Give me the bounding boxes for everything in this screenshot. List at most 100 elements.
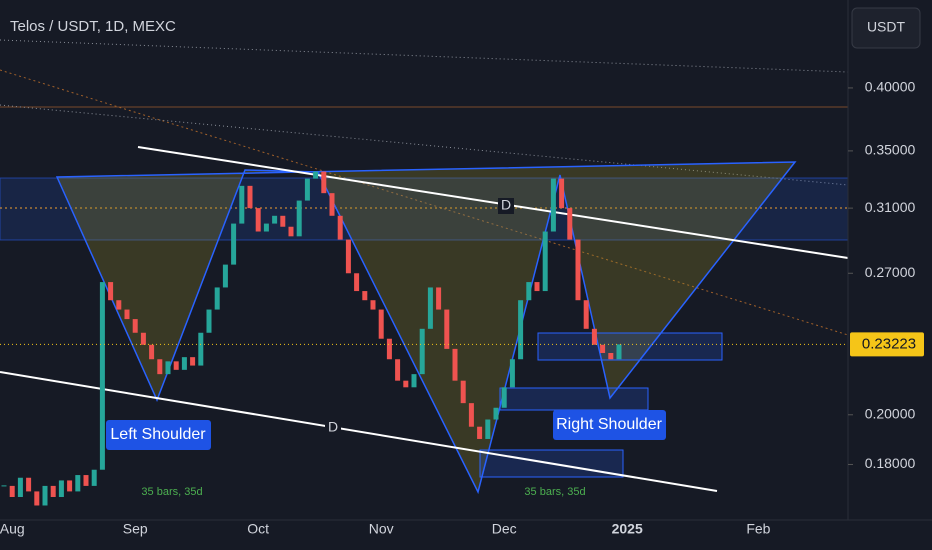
candle xyxy=(518,300,524,360)
candle xyxy=(304,178,310,201)
candle xyxy=(190,357,196,366)
neckline xyxy=(137,146,849,259)
candle xyxy=(17,477,23,497)
y-tick-label: 0.31000 xyxy=(865,199,916,215)
candle xyxy=(542,231,548,292)
marker-label: D xyxy=(328,419,338,435)
candle xyxy=(157,359,163,375)
candle xyxy=(99,282,105,470)
annotation: Left Shoulder xyxy=(110,426,206,443)
candle xyxy=(386,338,392,360)
candle xyxy=(140,332,146,345)
box xyxy=(537,332,723,361)
candle xyxy=(206,309,212,333)
currency-button[interactable] xyxy=(851,7,921,49)
x-tick-label: Sep xyxy=(123,521,148,537)
candle xyxy=(75,475,81,492)
candle xyxy=(239,185,245,224)
candle xyxy=(567,208,573,240)
candle xyxy=(26,477,32,492)
label-box xyxy=(553,410,666,440)
annotation: Right Shoulder xyxy=(556,416,663,433)
trend-dotted xyxy=(0,39,849,73)
bars-note: 35 bars, 35d xyxy=(524,486,585,498)
candle xyxy=(411,374,417,388)
candle xyxy=(493,407,499,420)
candle xyxy=(173,361,179,370)
last-price-box xyxy=(850,332,924,357)
y-tick-label: 0.35000 xyxy=(865,142,916,158)
x-tick-label: Feb xyxy=(746,521,770,537)
candle xyxy=(181,357,187,370)
candle xyxy=(378,309,384,339)
bars-note: 35 bars, 35d xyxy=(141,486,202,498)
x-tick-label: Oct xyxy=(247,521,269,537)
marker-bg xyxy=(325,420,341,436)
candle xyxy=(526,282,532,301)
candle xyxy=(67,480,73,492)
candle xyxy=(477,426,483,439)
candle xyxy=(337,215,343,240)
y-tick-label: 0.40000 xyxy=(865,79,916,95)
chart-title: Telos / USDT, 1D, MEXC xyxy=(10,18,176,35)
candle xyxy=(280,215,286,227)
candle xyxy=(231,223,237,265)
candle xyxy=(370,300,376,310)
x-tick-label: Aug xyxy=(0,521,25,537)
candle xyxy=(575,239,581,301)
zone xyxy=(0,177,849,241)
candle xyxy=(419,328,425,375)
candle xyxy=(362,291,368,301)
candle xyxy=(288,226,294,237)
candle xyxy=(34,491,40,506)
candle xyxy=(403,380,409,388)
candle xyxy=(468,403,474,427)
candle xyxy=(1,485,7,487)
x-tick-label: 2025 xyxy=(612,521,643,537)
candle xyxy=(329,193,335,216)
candle xyxy=(583,300,589,329)
last-price-label: 0.23223 xyxy=(862,335,916,352)
candle xyxy=(50,485,56,497)
candle xyxy=(198,332,204,366)
candle xyxy=(427,287,433,329)
candle xyxy=(116,300,122,310)
candle xyxy=(436,287,442,310)
candle xyxy=(108,282,114,301)
candle xyxy=(501,387,507,408)
currency-label[interactable]: USDT xyxy=(867,19,906,35)
candle xyxy=(296,200,302,237)
candle xyxy=(272,215,278,224)
label-box xyxy=(106,420,211,450)
candle xyxy=(263,223,269,232)
candle xyxy=(9,485,15,497)
candle xyxy=(255,208,261,232)
y-tick-label: 0.27000 xyxy=(865,264,916,280)
x-tick-label: Dec xyxy=(492,521,517,537)
candle xyxy=(42,485,48,506)
candle xyxy=(313,171,319,179)
candle xyxy=(509,359,515,388)
candle xyxy=(460,380,466,404)
candle xyxy=(83,475,89,486)
candle xyxy=(345,239,351,274)
candle xyxy=(485,419,491,439)
box xyxy=(499,387,649,411)
candle xyxy=(132,319,138,333)
candle xyxy=(165,361,171,375)
candle xyxy=(444,309,450,349)
candle xyxy=(559,178,565,209)
candle xyxy=(591,328,597,345)
candle xyxy=(354,273,360,292)
candle xyxy=(222,264,228,288)
marker-bg xyxy=(498,198,514,214)
trend-dotted xyxy=(0,69,849,336)
candle xyxy=(149,344,155,360)
price-axis xyxy=(848,0,932,550)
y-tick-label: 0.20000 xyxy=(865,405,916,421)
candle xyxy=(452,348,458,381)
candles xyxy=(1,171,622,506)
candle xyxy=(600,344,606,353)
